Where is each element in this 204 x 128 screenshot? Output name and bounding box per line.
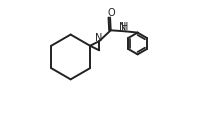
Text: O: O xyxy=(107,8,115,18)
Text: H: H xyxy=(121,22,129,32)
Text: N: N xyxy=(95,33,102,43)
Text: N: N xyxy=(119,22,126,32)
